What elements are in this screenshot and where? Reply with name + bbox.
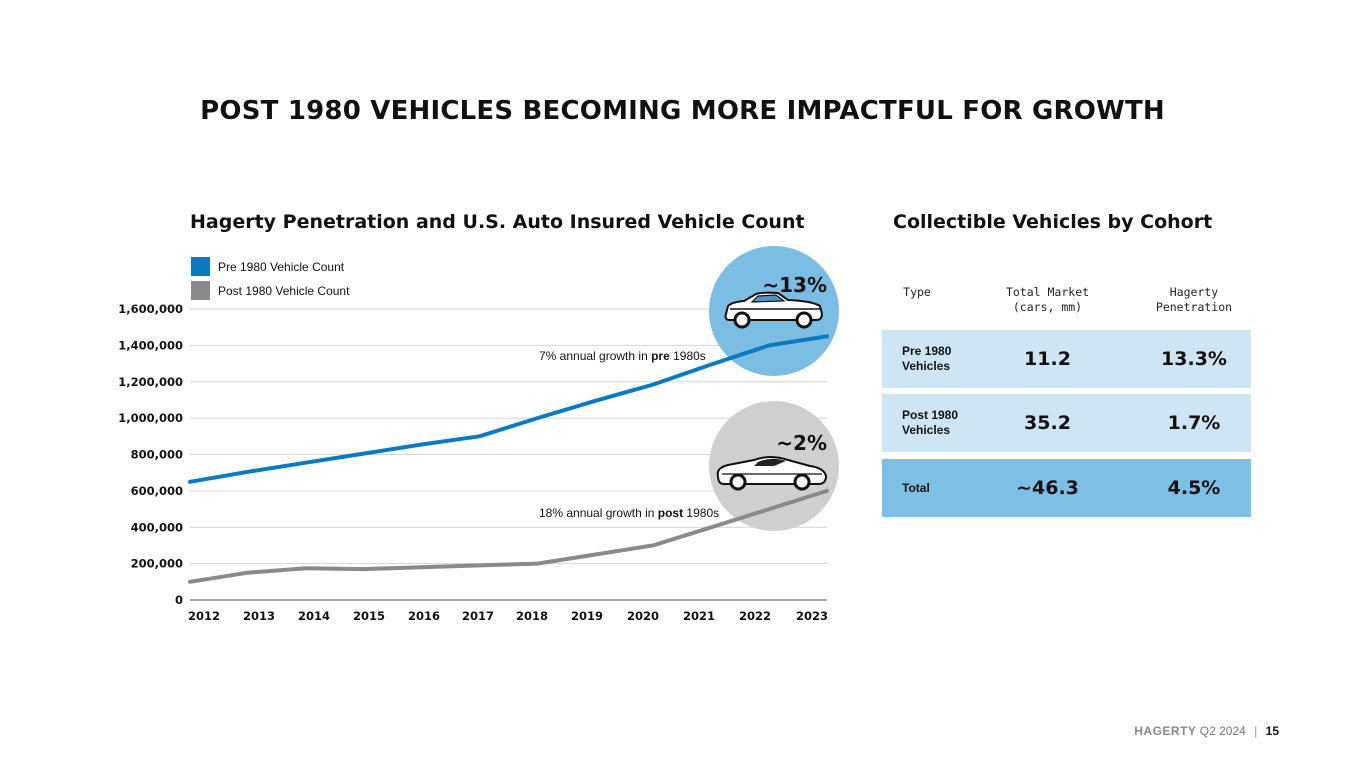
legend-label: Post 1980 Vehicle Count [218,284,350,298]
pre-penetration-label: ~13% [762,273,827,297]
y-tick-label: 400,000 [131,520,183,534]
footer-period: Q2 2024 [1199,724,1246,738]
page-number: 15 [1265,724,1279,738]
x-tick-label: 2015 [353,609,385,623]
x-tick-label: 2022 [739,609,771,623]
x-tick-label: 2017 [462,609,494,623]
row-total-market: 11.2 [1024,348,1071,370]
footer: HAGERTY Q2 2024 | 15 [1134,724,1279,738]
row-type: Pre 1980 Vehicles [902,344,952,373]
y-tick-label: 800,000 [131,448,183,462]
row-type: Post 1980 Vehicles [902,408,959,437]
y-tick-label: 1,000,000 [118,411,183,425]
pre-growth-annotation: 7% annual growth in pre 1980s [539,349,706,363]
legend-swatch [191,257,210,276]
row-total-market: ~46.3 [1016,477,1079,499]
x-tick-label: 2016 [408,609,440,623]
classic-car-icon [724,291,824,329]
x-tick-label: 2021 [683,609,715,623]
x-tick-label: 2014 [298,609,330,623]
y-tick-label: 1,400,000 [118,338,183,352]
pre-1980-series-line [188,334,829,484]
y-tick-label: 600,000 [131,484,183,498]
post-1980-series-line [188,488,829,584]
post-growth-annotation: 18% annual growth in post 1980s [539,506,719,520]
header-total-market: Total Market (cars, mm) [1005,285,1090,314]
legend-label: Pre 1980 Vehicle Count [218,260,345,274]
page-title: POST 1980 VEHICLES BECOMING MORE IMPACTF… [200,96,1165,126]
table-row-pre-1980: Pre 1980 Vehicles 11.2 13.3% [882,330,1251,388]
row-penetration: 4.5% [1167,477,1221,499]
x-tick-label: 2018 [516,609,548,623]
y-tick-label: 0 [175,593,183,607]
table-row-post-1980: Post 1980 Vehicles 35.2 1.7% [882,394,1251,452]
y-tick-label: 1,200,000 [118,375,183,389]
x-tick-label: 2013 [243,609,275,623]
table-row-total: Total ~46.3 4.5% [882,459,1251,517]
header-type: Type [903,285,931,299]
legend-swatch [191,281,210,300]
footer-separator: | [1254,724,1258,738]
y-tick-label: 1,600,000 [118,302,183,316]
row-penetration: 1.7% [1167,412,1221,434]
sports-car-icon [716,456,828,491]
x-tick-label: 2020 [627,609,659,623]
x-tick-label: 2023 [796,609,828,623]
row-total-market: 35.2 [1024,412,1071,434]
row-type: Total [902,480,930,495]
footer-brand: HAGERTY [1134,724,1197,738]
header-hagerty-penetration: Hagerty Penetration [1155,285,1233,314]
chart-title: Hagerty Penetration and U.S. Auto Insure… [190,211,805,233]
y-tick-label: 200,000 [131,557,183,571]
table-title: Collectible Vehicles by Cohort [893,211,1213,233]
post-penetration-label: ~2% [776,431,827,455]
x-tick-label: 2012 [188,609,220,623]
row-penetration: 13.3% [1161,348,1227,370]
x-tick-label: 2019 [571,609,603,623]
